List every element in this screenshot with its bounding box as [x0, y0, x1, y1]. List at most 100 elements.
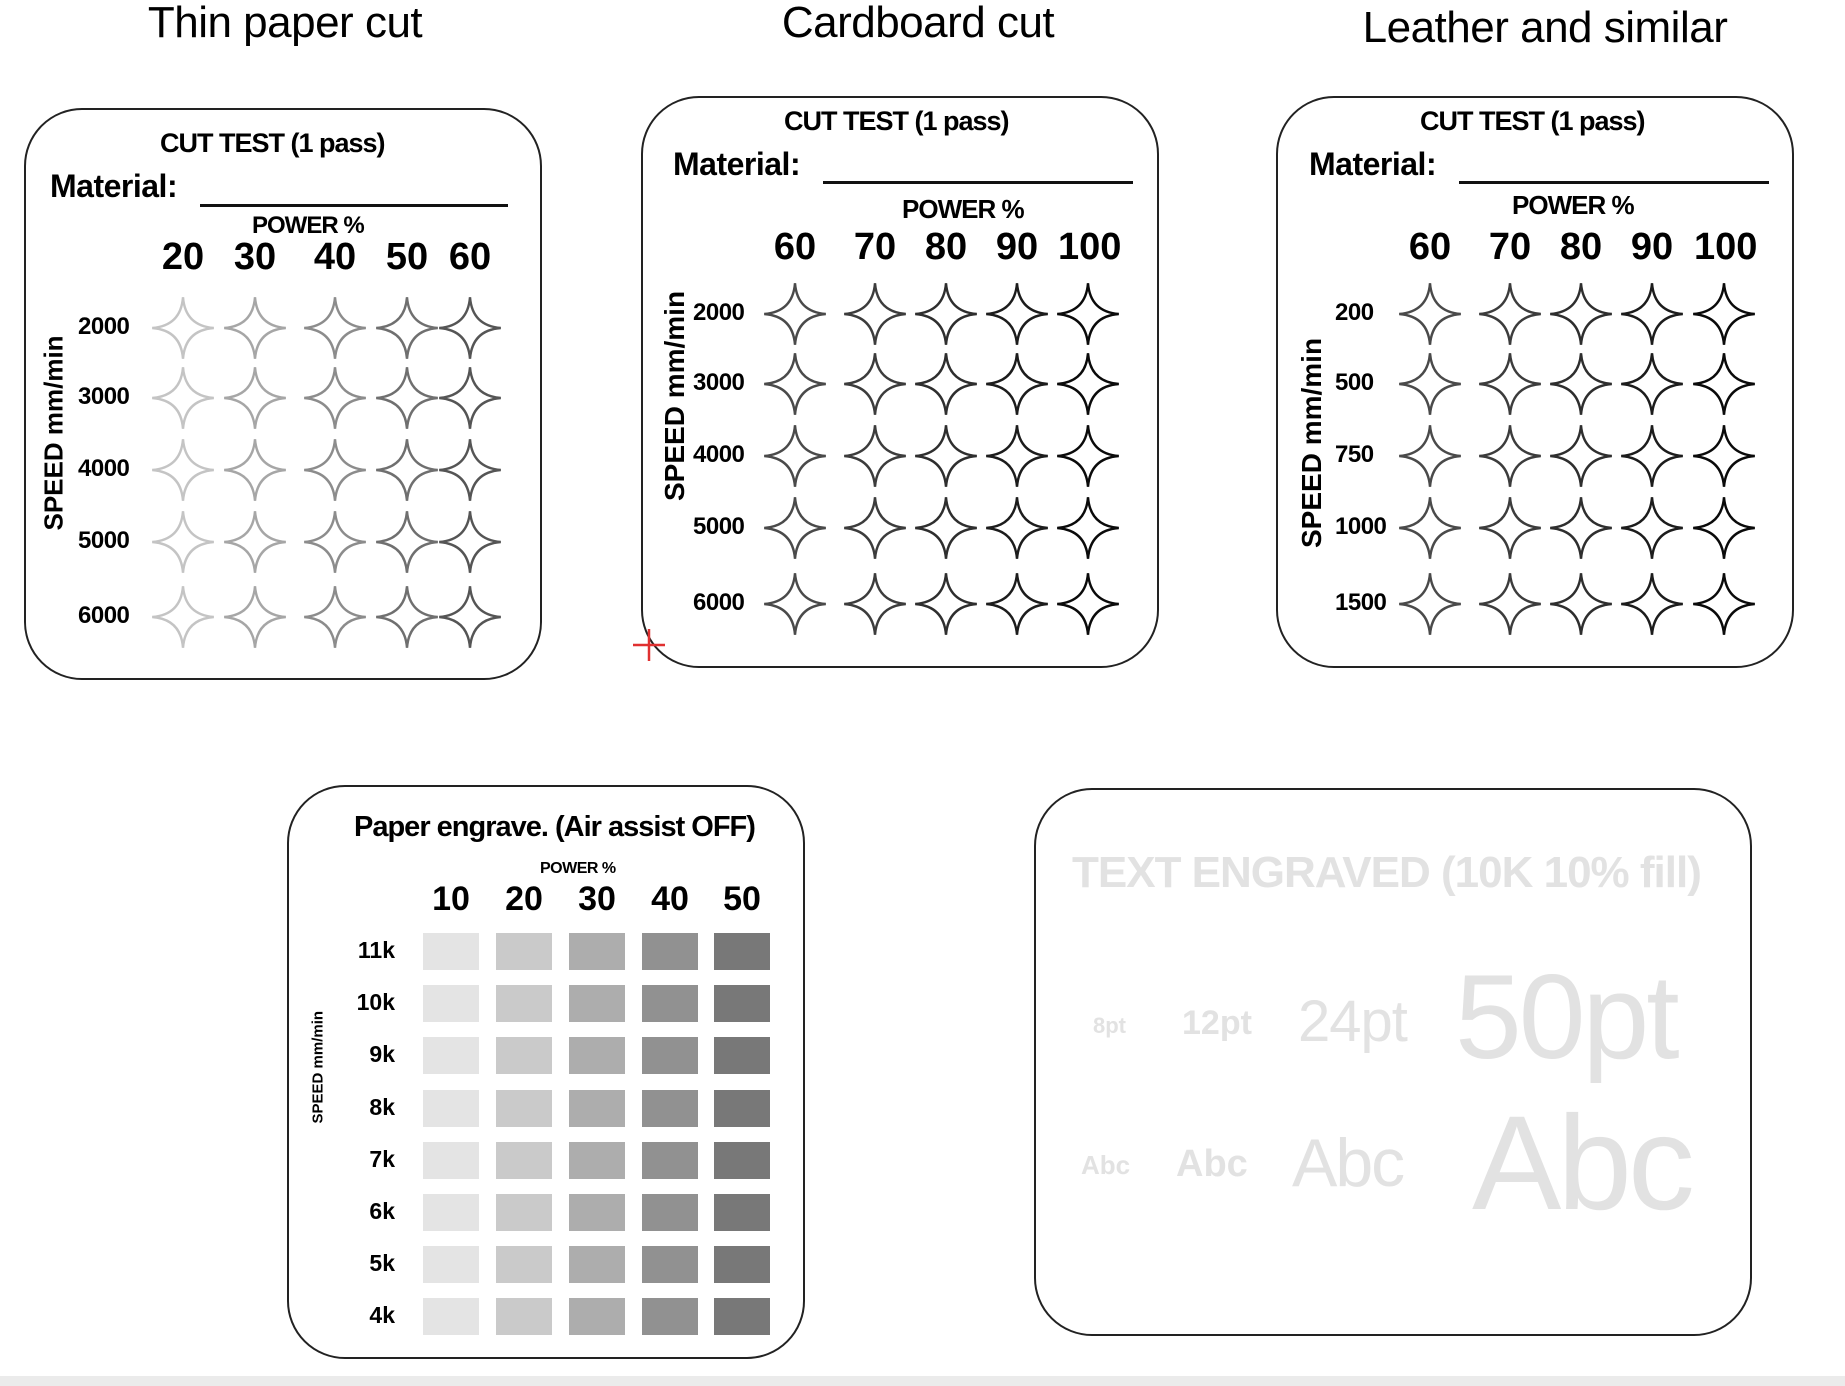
star-test-shape-icon	[1691, 351, 1757, 422]
engrave-swatch	[642, 1142, 698, 1179]
engrave-swatch	[642, 1037, 698, 1074]
engrave-swatch	[714, 933, 770, 970]
star-test-shape-icon	[222, 437, 288, 508]
star-test-shape-icon	[1397, 423, 1463, 494]
size-label-12pt: 12pt	[1182, 1004, 1252, 1042]
star-test-shape-icon	[150, 584, 216, 655]
engrave-swatch	[423, 1246, 479, 1283]
star-test-shape-icon	[1619, 281, 1685, 352]
power-label: POWER %	[902, 194, 1025, 224]
star-test-shape-icon	[1397, 495, 1463, 566]
speed-axis-label: SPEED mm/min	[38, 335, 69, 531]
material-label: Material:	[1309, 146, 1437, 182]
engrave-power-value: 40	[651, 880, 689, 918]
engrave-speed-value: 4k	[369, 1302, 395, 1328]
engrave-swatch	[496, 1142, 552, 1179]
engrave-swatch	[714, 1090, 770, 1127]
sample-abc-12pt: Abc	[1176, 1143, 1248, 1185]
sample-abc-50pt: Abc	[1472, 1089, 1695, 1238]
star-test-shape-icon	[1055, 423, 1121, 494]
star-test-shape-icon	[1397, 281, 1463, 352]
speed-value: 1000	[1335, 513, 1387, 540]
star-test-shape-icon	[1691, 281, 1757, 352]
power-label: POWER %	[1512, 190, 1635, 220]
engrave-title: Paper engrave. (Air assist OFF)	[354, 811, 756, 843]
engrave-swatch	[496, 1194, 552, 1231]
star-test-shape-icon	[1691, 423, 1757, 494]
speed-value: 4000	[693, 441, 745, 468]
star-test-shape-icon	[1055, 495, 1121, 566]
speed-value: 1500	[1335, 589, 1387, 616]
text-engraved-title: TEXT ENGRAVED (10K 10% fill)	[1072, 848, 1702, 897]
engrave-swatch	[569, 933, 625, 970]
star-test-shape-icon	[1397, 571, 1463, 642]
power-value: 30	[233, 236, 277, 278]
engrave-swatch	[714, 1298, 770, 1335]
power-value: 60	[1408, 226, 1452, 268]
star-test-shape-icon	[984, 571, 1050, 642]
engrave-swatch	[423, 1142, 479, 1179]
engrave-swatch	[714, 1037, 770, 1074]
engrave-swatch	[496, 1246, 552, 1283]
star-test-shape-icon	[842, 351, 908, 422]
speed-value: 500	[1335, 369, 1374, 396]
speed-value: 750	[1335, 441, 1374, 468]
speed-value: 4000	[78, 455, 130, 482]
engrave-speed-value: 10k	[356, 989, 395, 1015]
star-test-shape-icon	[1055, 281, 1121, 352]
power-value: 40	[313, 236, 357, 278]
engrave-swatch	[423, 1037, 479, 1074]
star-test-shape-icon	[437, 365, 503, 436]
material-label: Material:	[50, 168, 178, 204]
engrave-swatch	[642, 1246, 698, 1283]
speed-value: 3000	[693, 369, 745, 396]
size-label-24pt: 24pt	[1298, 989, 1408, 1054]
star-test-shape-icon	[1619, 423, 1685, 494]
engrave-swatch	[496, 1090, 552, 1127]
engrave-swatch	[569, 1090, 625, 1127]
star-test-shape-icon	[1619, 571, 1685, 642]
engrave-swatch	[642, 1090, 698, 1127]
power-value: 80	[924, 226, 968, 268]
star-test-shape-icon	[762, 281, 828, 352]
section-title-leather: Leather and similar	[1362, 3, 1728, 52]
star-test-shape-icon	[1548, 423, 1614, 494]
material-label: Material:	[673, 146, 801, 182]
star-test-shape-icon	[302, 437, 368, 508]
engrave-swatch	[642, 933, 698, 970]
star-test-shape-icon	[150, 295, 216, 366]
speed-axis-label: SPEED mm/min	[659, 290, 690, 501]
star-test-shape-icon	[302, 365, 368, 436]
engrave-power-value: 50	[723, 880, 761, 918]
star-test-shape-icon	[842, 281, 908, 352]
star-test-shape-icon	[222, 365, 288, 436]
engrave-swatch	[569, 985, 625, 1022]
speed-value: 200	[1335, 299, 1374, 326]
star-test-shape-icon	[913, 281, 979, 352]
star-test-shape-icon	[1477, 351, 1543, 422]
engrave-swatch	[423, 985, 479, 1022]
star-test-shape-icon	[842, 495, 908, 566]
engrave-swatch	[423, 933, 479, 970]
speed-axis-label: SPEED mm/min	[1296, 337, 1327, 548]
engrave-swatch	[714, 1246, 770, 1283]
star-test-shape-icon	[1548, 351, 1614, 422]
star-test-shape-icon	[1055, 351, 1121, 422]
power-value: 60	[448, 236, 492, 278]
star-test-shape-icon	[437, 509, 503, 580]
star-test-shape-icon	[1548, 281, 1614, 352]
bottom-bar	[0, 1376, 1845, 1386]
power-value: 70	[1488, 226, 1532, 268]
star-test-shape-icon	[762, 423, 828, 494]
section-title-cardboard: Cardboard cut	[781, 0, 1055, 47]
star-test-shape-icon	[222, 295, 288, 366]
engrave-swatch	[714, 1142, 770, 1179]
power-value: 70	[853, 226, 897, 268]
star-test-shape-icon	[913, 423, 979, 494]
star-test-shape-icon	[374, 509, 440, 580]
engrave-speed-value: 9k	[369, 1041, 395, 1067]
speed-value: 2000	[693, 299, 745, 326]
engrave-swatch	[423, 1194, 479, 1231]
power-value: 100	[1058, 226, 1122, 268]
star-test-shape-icon	[842, 423, 908, 494]
